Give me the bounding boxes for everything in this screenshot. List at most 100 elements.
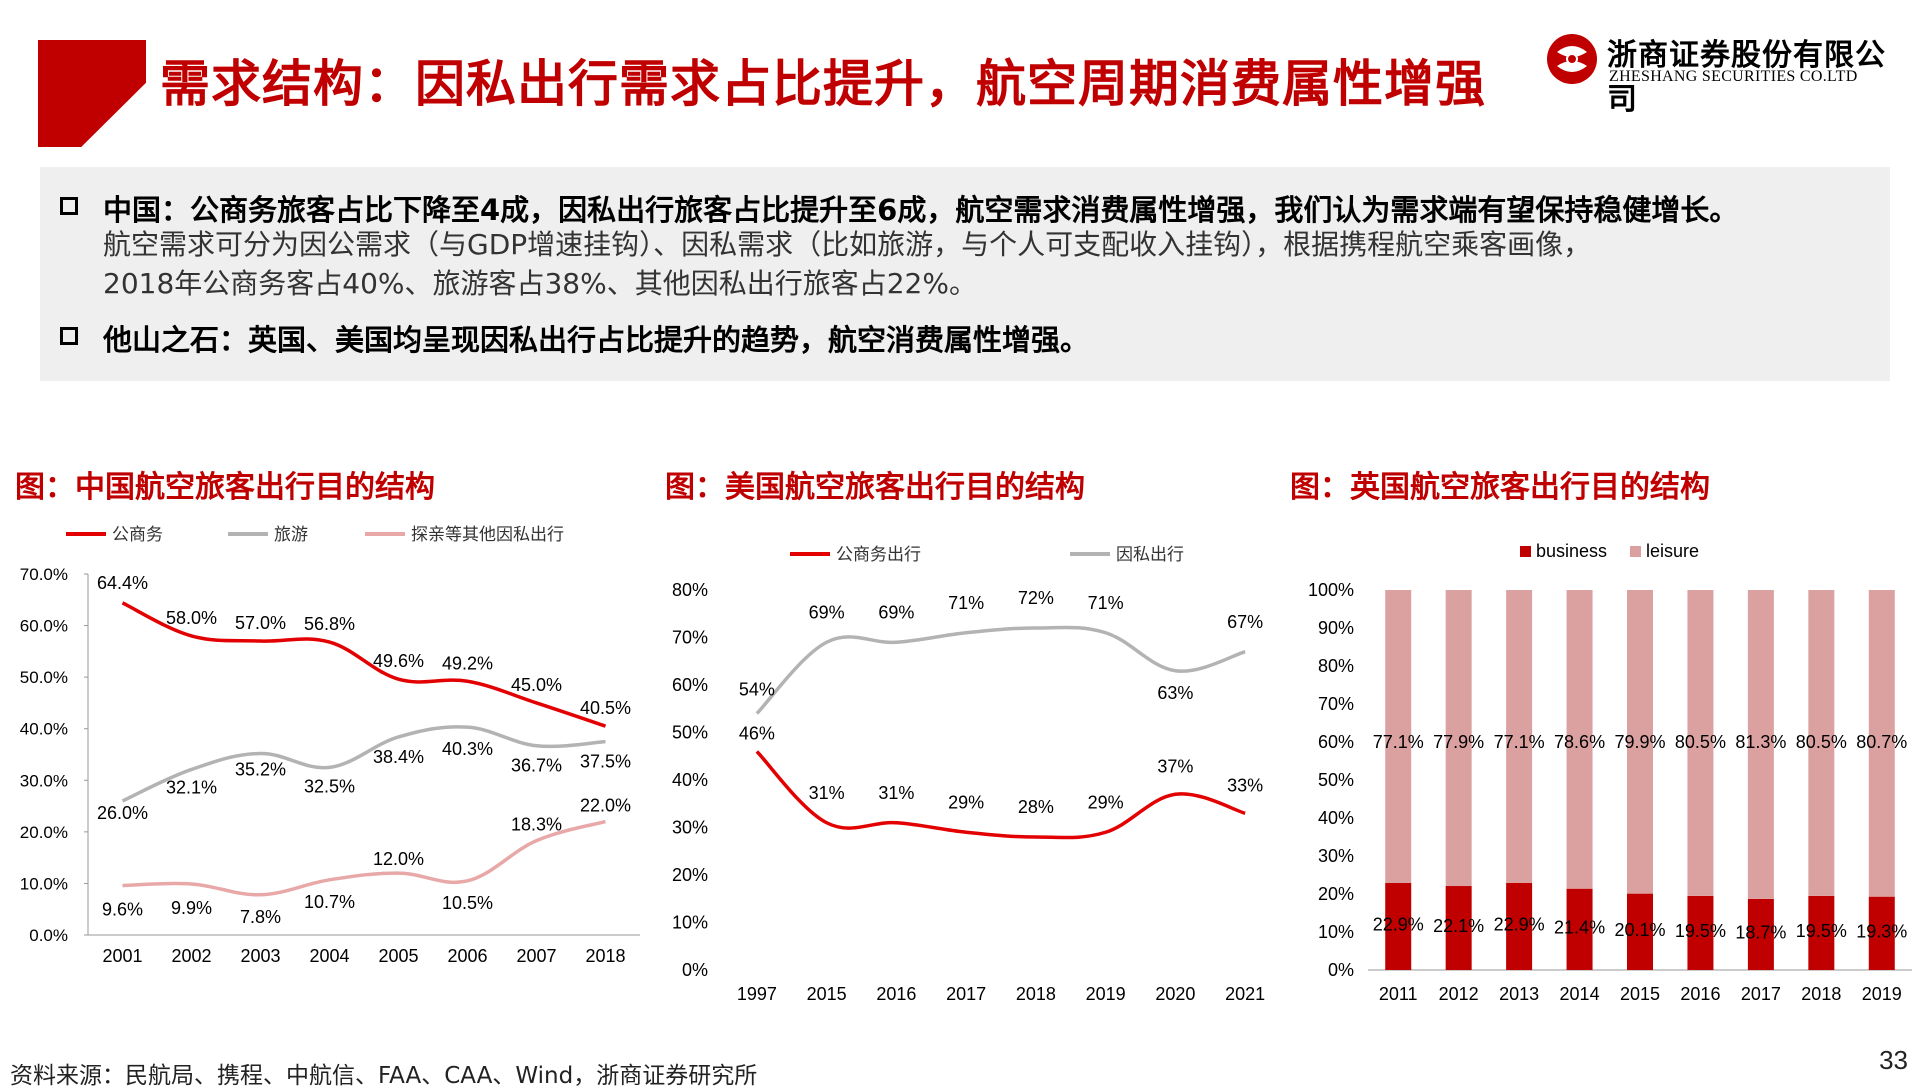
data-label: 58.0% (166, 608, 217, 628)
y-tick-label: 40% (1318, 808, 1354, 828)
china-chart-title: 图：中国航空旅客出行目的结构 (15, 470, 435, 505)
y-tick-label: 50% (1318, 770, 1354, 790)
y-tick-label: 30% (1318, 846, 1354, 866)
data-label: 33% (1227, 775, 1263, 795)
data-label: 22.9% (1494, 915, 1545, 935)
x-tick-label: 2011 (1379, 984, 1418, 1000)
data-label: 10.7% (304, 892, 355, 912)
x-tick-label: 2014 (1560, 984, 1600, 1000)
page-number: 33 (1879, 1045, 1908, 1075)
page-title: 需求结构：因私出行需求占比提升，航空周期消费属性增强 (160, 55, 1486, 113)
source-note: 资料来源：民航局、携程、中航信、FAA、CAA、Wind，浙商证券研究所 (10, 1063, 758, 1089)
x-tick-label: 2013 (1499, 984, 1539, 1000)
logo-cn: 浙商证券股份有限公司 (1607, 38, 1886, 117)
data-label: 69% (809, 602, 845, 622)
data-label: 46% (739, 724, 775, 744)
bar-business (1506, 882, 1533, 970)
company-logo: 浙商证券股份有限公司 ZHESHANG SECURITIES CO.LTD (1545, 30, 1890, 117)
uk-chart-title: 图：英国航空旅客出行目的结构 (1290, 470, 1710, 505)
data-label: 22.0% (580, 796, 631, 816)
data-label: 78.6% (1554, 732, 1605, 752)
us-chart-title: 图：美国航空旅客出行目的结构 (665, 470, 1085, 505)
x-tick-label: 2016 (876, 984, 916, 1000)
x-tick-label: 2019 (1086, 984, 1126, 1000)
x-tick-label: 2005 (378, 946, 418, 966)
y-tick-label: 30% (672, 818, 708, 838)
data-label: 29% (1088, 792, 1124, 812)
y-tick-label: 70% (1318, 694, 1354, 714)
data-label: 80.5% (1675, 732, 1726, 752)
x-tick-label: 2012 (1439, 984, 1479, 1000)
bar-business (1627, 893, 1653, 970)
data-label: 26.0% (97, 803, 148, 823)
bullet-china-title: 中国：公商务旅客占比下降至4成，因私出行旅客占比提升至6成，航空需求消费属性增强… (103, 193, 1739, 227)
zheshang-logo-icon (1547, 34, 1597, 84)
data-label: 10.5% (442, 893, 493, 913)
data-label: 12.0% (373, 849, 424, 869)
bar-business (1385, 882, 1412, 970)
data-label: 20.1% (1614, 920, 1665, 940)
data-label: 7.8% (240, 907, 281, 927)
data-label: 37% (1157, 756, 1193, 776)
data-label: 81.3% (1735, 732, 1786, 752)
data-label: 49.6% (373, 651, 424, 671)
bar-leisure (1868, 590, 1895, 897)
bar-leisure (1566, 590, 1593, 889)
uk-stacked-bar-chart: business leisure 0% 10% 20% 30% 40% 50% 60% 70% 80… (1308, 541, 1912, 1000)
legend-swatch-1 (1630, 546, 1641, 557)
x-tick-label: 1997 (737, 984, 777, 1000)
data-label: 18.7% (1735, 923, 1786, 943)
data-label: 19.5% (1796, 921, 1847, 941)
x-tick-label: 2007 (516, 946, 556, 966)
legend-label-1: 旅游 (274, 525, 308, 544)
data-label: 38.4% (373, 747, 424, 767)
bar-leisure (1445, 590, 1472, 887)
y-tick-label: 60.0% (20, 617, 68, 636)
data-label: 40.3% (442, 739, 493, 759)
bar-leisure (1506, 590, 1533, 883)
y-tick-label: 40.0% (20, 720, 68, 739)
series-line-2 (122, 819, 606, 897)
checkbox-square-icon (60, 197, 78, 215)
bar-business (1445, 886, 1472, 970)
bar-leisure (1385, 590, 1412, 883)
data-label: 29% (948, 792, 984, 812)
x-tick-label: 2018 (585, 946, 625, 966)
y-tick-label: 40% (672, 770, 708, 790)
data-label: 71% (948, 593, 984, 613)
y-tick-label: 50% (672, 723, 708, 743)
legend-label-1: leisure (1646, 541, 1699, 561)
y-tick-label: 80% (672, 580, 708, 600)
x-tick-label: 2019 (1862, 984, 1902, 1000)
y-tick-label: 0% (1328, 960, 1354, 980)
data-label: 40.5% (580, 698, 631, 718)
data-label: 77.1% (1373, 732, 1424, 752)
data-label: 64.4% (97, 573, 148, 593)
data-label: 35.2% (235, 759, 286, 779)
y-tick-label: 60% (1318, 732, 1354, 752)
y-tick-label: 30.0% (20, 771, 68, 790)
data-label: 67% (1227, 612, 1263, 632)
y-tick-label: 70% (672, 628, 708, 648)
data-label: 71% (1088, 593, 1124, 613)
series-line-0 (121, 601, 607, 728)
y-tick-label: 90% (1318, 618, 1354, 638)
x-tick-label: 2016 (1680, 984, 1720, 1000)
data-label: 80.7% (1856, 732, 1907, 752)
x-tick-label: 2018 (1801, 984, 1841, 1000)
x-tick-label: 2001 (102, 946, 142, 966)
bar-leisure (1627, 590, 1653, 894)
data-label: 9.9% (171, 898, 212, 918)
x-tick-label: 2015 (1620, 984, 1660, 1000)
y-tick-label: 0% (682, 960, 708, 980)
china-line-chart: 公商务 旅游 探亲等其他因私出行 0.0% 10.0% 20.0% 30.0% 40.0% 50… (20, 525, 640, 966)
x-tick-label: 2002 (171, 946, 211, 966)
legend-label-2: 探亲等其他因私出行 (411, 525, 564, 544)
y-tick-label: 50.0% (20, 668, 68, 687)
series-line-1 (755, 625, 1246, 715)
data-label: 19.5% (1675, 921, 1726, 941)
data-label: 56.8% (304, 614, 355, 634)
bullet-overseas-title: 他山之石：英国、美国均呈现因私出行占比提升的趋势，航空消费属性增强。 (103, 323, 1090, 357)
data-label: 32.5% (304, 776, 355, 796)
data-label: 77.1% (1494, 732, 1545, 752)
